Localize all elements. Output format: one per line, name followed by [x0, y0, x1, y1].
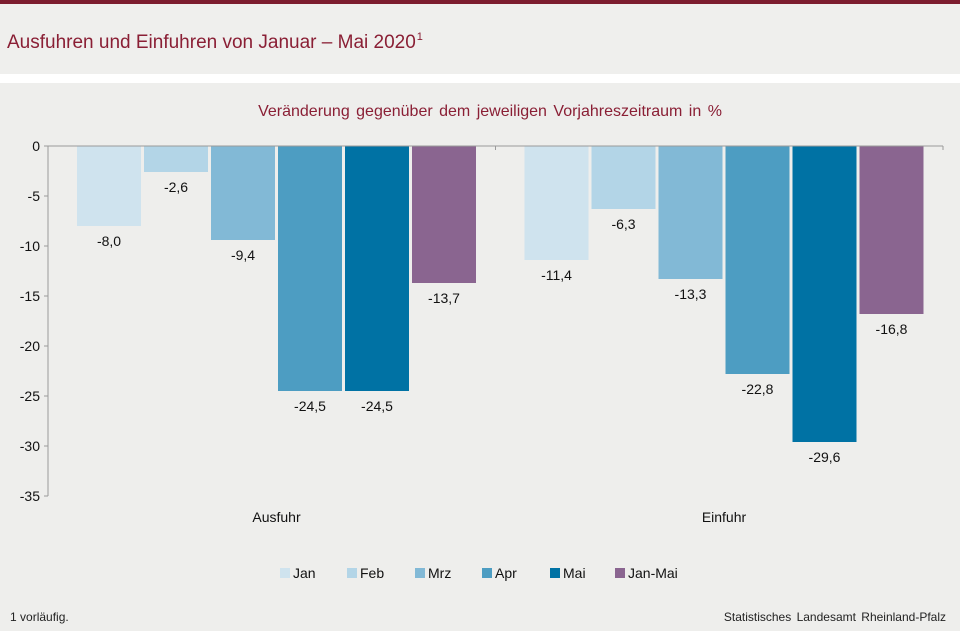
data-label: -16,8: [876, 321, 908, 337]
data-label: -11,4: [541, 267, 572, 283]
data-label: -8,0: [97, 233, 121, 249]
y-tick-label: -30: [20, 438, 40, 454]
y-tick-label: -35: [20, 488, 40, 504]
x-category-label: Einfuhr: [702, 509, 747, 525]
y-tick-label: -20: [20, 338, 40, 354]
legend-label-apr: Apr: [495, 565, 517, 581]
data-label: -24,5: [294, 398, 326, 414]
data-label: -24,5: [361, 398, 393, 414]
bar-jan-einfuhr: [524, 146, 589, 260]
bar-jan-mai-einfuhr: [859, 146, 924, 314]
title-separator: [0, 74, 960, 83]
bar-feb-einfuhr: [591, 146, 656, 209]
bar-mai-ausfuhr: [345, 146, 409, 391]
data-label: -6,3: [611, 216, 635, 232]
chart-subtitle: Veränderung gegenüber dem jeweiligen Vor…: [258, 103, 722, 120]
legend-swatch-mai: [550, 568, 560, 578]
data-label: -13,7: [428, 290, 460, 306]
footnote-text: vorläufig.: [20, 610, 69, 624]
bar-mrz-ausfuhr: [211, 146, 275, 240]
data-label: -22,8: [742, 381, 774, 397]
legend-swatch-mrz: [415, 568, 425, 578]
legend-label-feb: Feb: [360, 565, 384, 581]
legend-swatch-jan: [280, 568, 290, 578]
source-note: Statistisches Landesamt Rheinland-Pfalz: [723, 610, 946, 624]
y-tick-label: 0: [32, 138, 40, 154]
legend-label-jan-mai: Jan-Mai: [628, 565, 678, 581]
footnote: 1 vorläufig.: [10, 610, 69, 624]
legend-label-jan: Jan: [293, 565, 316, 581]
bar-mrz-einfuhr: [658, 146, 723, 279]
top-accent-rule: [0, 0, 960, 4]
title-footnote-mark: 1: [416, 31, 423, 43]
legend-swatch-feb: [347, 568, 357, 578]
legend-swatch-apr: [482, 568, 492, 578]
bar-jan-mai-ausfuhr: [412, 146, 476, 283]
page-title: Ausfuhren und Einfuhren von Januar – Mai…: [7, 31, 423, 54]
y-tick-label: -5: [28, 188, 41, 204]
data-label: -13,3: [675, 286, 707, 302]
legend-label-mai: Mai: [563, 565, 586, 581]
y-tick-label: -25: [20, 388, 40, 404]
data-label: -9,4: [231, 247, 255, 263]
bar-feb-ausfuhr: [144, 146, 208, 172]
y-tick-label: -10: [20, 238, 40, 254]
footnote-mark: 1: [10, 610, 17, 624]
y-tick-label: -15: [20, 288, 40, 304]
legend-swatch-jan-mai: [615, 568, 625, 578]
data-label: -2,6: [164, 179, 188, 195]
data-label: -29,6: [809, 449, 841, 465]
bar-apr-ausfuhr: [278, 146, 342, 391]
page-title-text: Ausfuhren und Einfuhren von Januar – Mai…: [7, 32, 416, 53]
bar-apr-einfuhr: [725, 146, 790, 374]
legend-label-mrz: Mrz: [428, 565, 451, 581]
x-category-label: Ausfuhr: [252, 509, 301, 525]
bar-jan-ausfuhr: [77, 146, 141, 226]
bar-mai-einfuhr: [792, 146, 857, 442]
title-bar: [0, 4, 960, 74]
